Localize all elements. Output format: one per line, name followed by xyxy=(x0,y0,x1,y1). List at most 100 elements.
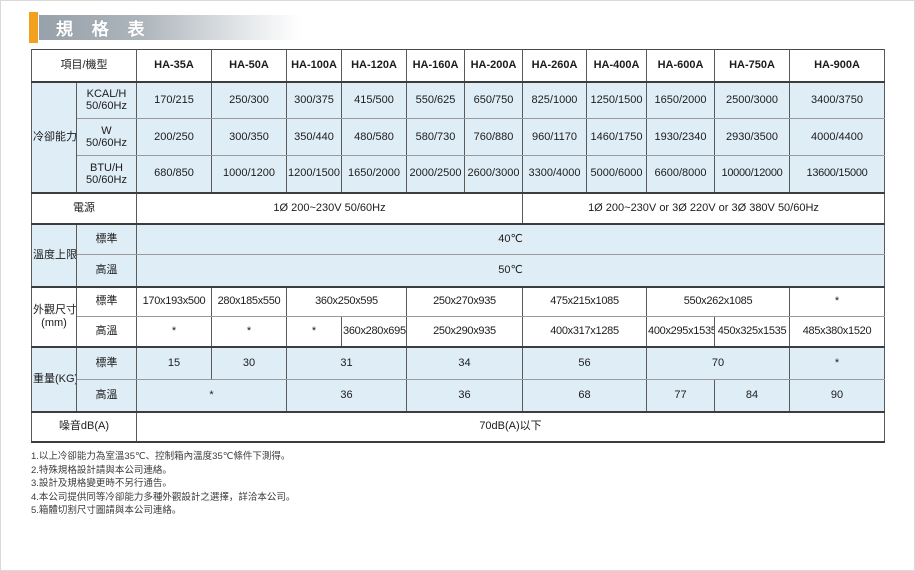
spec-cell: 2930/3500 xyxy=(714,118,790,156)
spec-cell: 6600/8000 xyxy=(646,155,715,193)
cooling-unit-label: BTU/H 50/60Hz xyxy=(76,155,137,193)
model-header: HA-160A xyxy=(406,49,465,82)
spec-cell: 760/880 xyxy=(464,118,523,156)
spec-cell: 650/750 xyxy=(464,80,523,119)
spec-cell: 4000/4400 xyxy=(789,118,885,156)
spec-cell: 550/625 xyxy=(406,80,465,119)
model-header: HA-600A xyxy=(646,49,715,82)
spec-cell: 400x295x1535 xyxy=(646,316,715,347)
footnote: 1.以上冷卻能力為室溫35℃、控制箱內溫度35℃條件下測得。 xyxy=(31,451,291,462)
high-temp-sub-label: 高溫 xyxy=(76,254,137,287)
spec-cell: 300/350 xyxy=(211,118,287,156)
power-label: 電源 xyxy=(31,191,137,224)
spec-cell: 400x317x1285 xyxy=(522,316,647,347)
noise-label: 噪音dB(A) xyxy=(31,410,137,443)
standard-sub-label: 標準 xyxy=(76,285,137,317)
weight-group-label: 重量(KG) xyxy=(31,345,77,412)
spec-cell: 1000/1200 xyxy=(211,155,287,193)
spec-cell: 200/250 xyxy=(136,118,212,156)
spec-cell: 480/580 xyxy=(341,118,407,156)
corner-header-cell: 項目/機型 xyxy=(31,49,137,82)
spec-cell: 84 xyxy=(714,379,790,412)
spec-cell: 3300/4000 xyxy=(522,155,587,193)
spec-cell: 90 xyxy=(789,379,885,412)
spec-cell: 2500/3000 xyxy=(714,80,790,119)
spec-cell: 1650/2000 xyxy=(646,80,715,119)
spec-cell: 350/440 xyxy=(286,118,342,156)
spec-cell: 1930/2340 xyxy=(646,118,715,156)
spec-cell: 415/500 xyxy=(341,80,407,119)
power-row: 電源 1Ø 200~230V 50/60Hz 1Ø 200~230V or 3Ø… xyxy=(31,191,885,224)
spec-cell: 960/1170 xyxy=(522,118,587,156)
standard-sub-label: 標準 xyxy=(76,345,137,380)
spec-cell: 1650/2000 xyxy=(341,155,407,193)
orange-accent-bar xyxy=(29,12,38,43)
footnotes: 1.以上冷卻能力為室溫35℃、控制箱內溫度35℃條件下測得。 2.特殊規格設計請… xyxy=(31,450,295,518)
model-header: HA-50A xyxy=(211,49,287,82)
spec-cell: * xyxy=(789,285,885,317)
spec-cell: 1250/1500 xyxy=(586,80,647,119)
spec-cell: 31 xyxy=(286,345,407,380)
cooling-btu-row: BTU/H 50/60Hz 680/850 1000/1200 1200/150… xyxy=(32,155,885,193)
dimensions-standard-row: 外觀尺寸 (mm) 標準 170x193x500 280x185x550 360… xyxy=(31,285,885,347)
high-temp-sub-label: 高溫 xyxy=(76,316,137,347)
noise-row: 噪音dB(A) 70dB(A)以下 xyxy=(31,410,885,443)
weight-standard-row: 重量(KG) 標準 15 30 31 34 56 70 * xyxy=(31,345,885,412)
high-temp-sub-label: 高溫 xyxy=(76,379,137,412)
spec-cell: 56 xyxy=(522,345,647,380)
spec-cell: * xyxy=(789,345,885,380)
temp-limit-group-label: 溫度上限 xyxy=(31,222,77,287)
spec-cell: 680/850 xyxy=(136,155,212,193)
spec-cell: 250x270x935 xyxy=(406,285,523,317)
freq-line: 50/60Hz xyxy=(86,173,127,186)
footnote: 4.本公司提供同等冷卻能力多種外觀設計之選擇，詳洽本公司。 xyxy=(31,491,296,503)
spec-cell: 485x380x1520 xyxy=(789,316,885,347)
spec-cell: 10000/12000 xyxy=(714,155,790,193)
spec-cell: * xyxy=(136,379,287,412)
cooling-w-row: W 50/60Hz 200/250 300/350 350/440 480/58… xyxy=(32,118,885,156)
temp-high-value: 50℃ xyxy=(136,254,885,287)
power-value-three-phase: 1Ø 200~230V or 3Ø 220V or 3Ø 380V 50/60H… xyxy=(522,191,885,224)
spec-table: 項目/機型 HA-35A HA-50A HA-100A HA-120A HA-1… xyxy=(31,49,885,443)
unit-line: W xyxy=(101,124,112,137)
freq-line: 50/60Hz xyxy=(86,100,127,113)
model-header: HA-400A xyxy=(586,49,647,82)
unit-line: KCAL/H xyxy=(86,88,127,101)
spec-cell: * xyxy=(136,316,212,347)
spec-cell: 550x262x1085 xyxy=(646,285,790,317)
spec-cell: 30 xyxy=(211,345,287,380)
spec-cell: 36 xyxy=(406,379,523,412)
cooling-unit-label: W 50/60Hz xyxy=(76,118,137,156)
footnote: 3.設計及規格變更時不另行通告。 xyxy=(31,478,172,489)
spec-cell: * xyxy=(286,316,342,347)
spec-cell: 170x193x500 xyxy=(136,285,212,317)
spec-cell: 580/730 xyxy=(406,118,465,156)
model-header: HA-900A xyxy=(789,49,885,82)
section-title-bar: 規 格 表 xyxy=(29,12,301,43)
standard-sub-label: 標準 xyxy=(76,222,137,255)
title-gradient-band: 規 格 表 xyxy=(39,15,301,40)
spec-cell: 170/215 xyxy=(136,80,212,119)
cooling-group-label: 冷卻能力 xyxy=(31,80,77,193)
spec-cell: 34 xyxy=(406,345,523,380)
spec-cell: 825/1000 xyxy=(522,80,587,119)
model-header: HA-35A xyxy=(136,49,212,82)
spec-cell: 1460/1750 xyxy=(586,118,647,156)
spec-cell: 360x250x595 xyxy=(286,285,407,317)
model-header: HA-750A xyxy=(714,49,790,82)
spec-cell: 250/300 xyxy=(211,80,287,119)
model-header-row: 項目/機型 HA-35A HA-50A HA-100A HA-120A HA-1… xyxy=(31,49,885,82)
model-header: HA-200A xyxy=(464,49,523,82)
spec-cell: 5000/6000 xyxy=(586,155,647,193)
spec-cell: 2600/3000 xyxy=(464,155,523,193)
temp-standard-row: 溫度上限 標準 40℃ xyxy=(31,222,885,287)
temp-high-row: 高溫 50℃ xyxy=(32,254,885,287)
cooling-kcal-row: 冷卻能力 KCAL/H 50/60Hz 170/215 250/300 300/… xyxy=(31,80,885,193)
dimensions-group-label: 外觀尺寸 (mm) xyxy=(31,285,77,347)
model-header: HA-100A xyxy=(286,49,342,82)
spec-cell: 450x325x1535 xyxy=(714,316,790,347)
spec-cell: 70 xyxy=(646,345,790,380)
freq-line: 50/60Hz xyxy=(86,137,127,149)
footnote: 5.箱體切割尺寸圖請與本公司連絡。 xyxy=(31,505,182,516)
